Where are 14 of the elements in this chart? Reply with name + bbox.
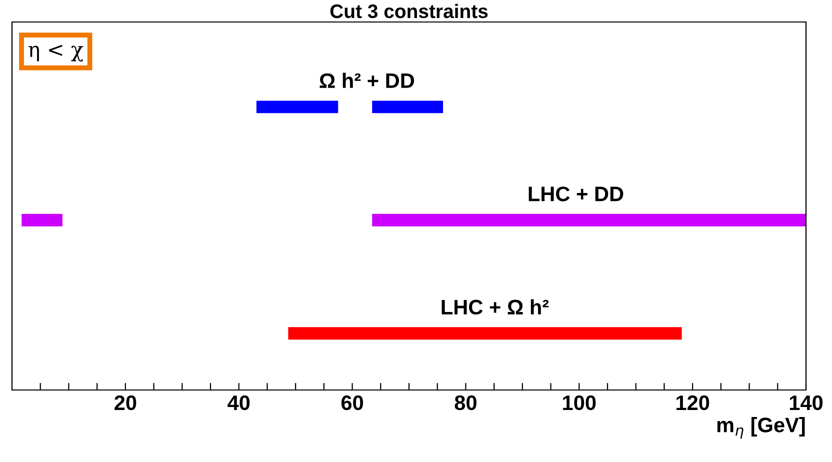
chart-title: Cut 3 constraints [330, 4, 488, 18]
x-tick-label: 20 [114, 395, 136, 410]
bar [288, 327, 682, 340]
annotation: Ω h² + DD [320, 72, 414, 88]
annotation: LHC + Ω h² [442, 299, 549, 315]
x-tick-label: 140 [790, 395, 823, 410]
x-tick-label: 60 [341, 395, 364, 410]
x-tick-label: 40 [228, 395, 250, 410]
x-tick-label: 120 [676, 395, 710, 410]
annotation: LHC + DD [528, 186, 624, 202]
x-tick-label: 100 [563, 395, 596, 410]
annotation: η < χ [28, 44, 84, 62]
x-tick-label: 80 [454, 395, 476, 410]
x-axis-title: m$_{η}$ [GeV] [717, 417, 805, 439]
